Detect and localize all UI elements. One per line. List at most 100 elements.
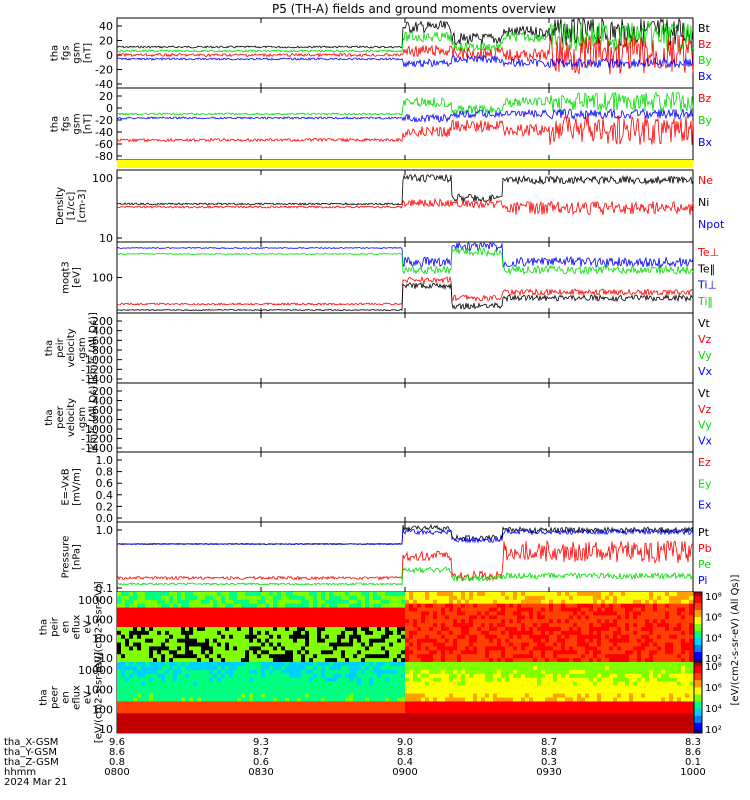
- y-axis-label-line: [mV/m]: [72, 468, 83, 506]
- legend-entry: Ez: [698, 456, 711, 469]
- y-axis-label-line: eV: [83, 691, 94, 704]
- y-axis-label-line: peer: [55, 405, 66, 429]
- footer-value: 0.4: [397, 757, 413, 768]
- legend-entry: Pe: [698, 558, 711, 571]
- y-tick-label: 0.1: [96, 582, 114, 595]
- colorbar-cell: [694, 697, 702, 700]
- panel-frame: [116, 451, 694, 523]
- colorbar-cell: [694, 720, 702, 723]
- y-axis-label-line: eflux: [72, 615, 83, 640]
- y-axis-label: Density [1/cc] [cm-3]: [55, 187, 88, 225]
- colorbar-cell: [694, 722, 702, 725]
- colorbar-cell: [694, 639, 702, 642]
- colorbar-cell: [694, 725, 702, 729]
- colorbar-cell: [694, 663, 702, 667]
- colorbar-cell: [694, 623, 702, 626]
- colorbar-cell: [694, 637, 702, 640]
- panel-frame: [116, 87, 694, 161]
- y-tick-label: 20: [99, 90, 113, 103]
- series-pb: [116, 539, 694, 582]
- spectrogram-ion: [117, 592, 694, 663]
- y-tick-label: 1000: [85, 613, 113, 626]
- colorbar-cell: [694, 648, 702, 651]
- y-tick-label: 10000: [78, 664, 113, 677]
- colorbar-cell: [694, 625, 702, 628]
- y-tick-label: -40: [95, 78, 113, 91]
- y-axis-label: tha peer en eflux eV [eV/(cm2-s-sr-eV)]: [39, 652, 105, 743]
- y-axis-label-line: en: [61, 691, 72, 704]
- colorbar-cell: [694, 674, 702, 677]
- colorbar-cell: [694, 595, 702, 598]
- footer-value: 8.6: [685, 747, 701, 758]
- y-axis-label-line: en: [61, 621, 72, 634]
- footer-value: 9.6: [109, 737, 125, 748]
- colorbar-cell: [694, 634, 702, 637]
- colorbar-tick: 10⁸: [705, 662, 722, 673]
- y-axis-label-line: gsm: [72, 42, 83, 63]
- series-by: [116, 90, 694, 116]
- colorbar-cell: [694, 600, 702, 603]
- y-tick-label: -1000: [81, 423, 113, 436]
- legend-entry: Ey: [698, 477, 712, 490]
- y-tick-label: -80: [95, 150, 113, 163]
- colorbar-cell: [694, 597, 702, 600]
- colorbar-cell: [694, 628, 702, 631]
- colorbar-cell: [694, 599, 702, 602]
- y-axis-label: tha peer velocity gsm [km/s (All Qs)]: [44, 382, 99, 454]
- colorbar-cell: [694, 609, 702, 612]
- colorbar-cell: [694, 693, 702, 697]
- footer-value: 0830: [248, 767, 273, 778]
- series-bz: [116, 35, 694, 75]
- colorbar-cell: [694, 669, 702, 672]
- series-pi: [117, 528, 694, 546]
- legend-entry: Bz: [698, 92, 712, 105]
- colorbar-cell: [694, 717, 702, 720]
- footer-row-label: hhmm: [4, 767, 36, 778]
- legend-entry: Bz: [698, 38, 712, 51]
- legend-entry: Ne: [698, 174, 713, 187]
- series-tiperp: [116, 241, 694, 269]
- colorbar-cell: [694, 718, 702, 722]
- colorbar-cell: [694, 672, 702, 675]
- footer-value: 0800: [104, 767, 129, 778]
- colorbar-cell: [694, 656, 702, 659]
- colorbar-cell: [694, 677, 702, 681]
- y-axis-label-line: [nT]: [83, 43, 94, 63]
- y-tick-label: 0: [106, 102, 113, 115]
- y-axis-label: Pressure [nPa]: [61, 536, 83, 579]
- y-tick-label: 10: [99, 723, 113, 736]
- series-tipar: [116, 247, 694, 276]
- panel-frame: [116, 241, 694, 314]
- colorbar-cell: [694, 724, 702, 727]
- y-tick-label: -400: [88, 325, 113, 338]
- colorbar-cell: [694, 695, 702, 698]
- y-tick-label: -20: [95, 64, 113, 77]
- colorbar-cell: [694, 641, 702, 644]
- y-axis-label-line: [eV]: [72, 267, 83, 288]
- colorbar-cell: [694, 593, 702, 596]
- series-bx: [116, 54, 694, 69]
- y-tick-label: 0.6: [96, 477, 114, 490]
- y-tick-label: 0: [106, 49, 113, 62]
- y-axis-label-line: fgs: [61, 116, 72, 131]
- footer-value: 0.3: [541, 757, 557, 768]
- y-axis-label-line: tha: [44, 340, 55, 356]
- y-axis-label-line: tha: [39, 689, 50, 705]
- y-axis-label-line: gsm: [72, 113, 83, 134]
- colorbar: [693, 591, 703, 663]
- series-bz: [116, 114, 694, 145]
- colorbar-cell: [694, 715, 702, 718]
- footer-value: 8.3: [685, 737, 701, 748]
- colorbar-cell: [694, 651, 702, 654]
- legend-entry: Vx: [698, 365, 713, 378]
- colorbar-cell: [694, 709, 702, 713]
- colorbar-cell: [694, 602, 702, 605]
- y-tick-label: -1200: [81, 363, 113, 376]
- colorbar-tick: 10⁶: [705, 683, 722, 694]
- panel-frame: [116, 312, 694, 384]
- y-axis-label: moqt3 [eV]: [61, 261, 83, 294]
- legend-entry: Te‖: [697, 262, 715, 275]
- colorbar-cell: [694, 635, 702, 638]
